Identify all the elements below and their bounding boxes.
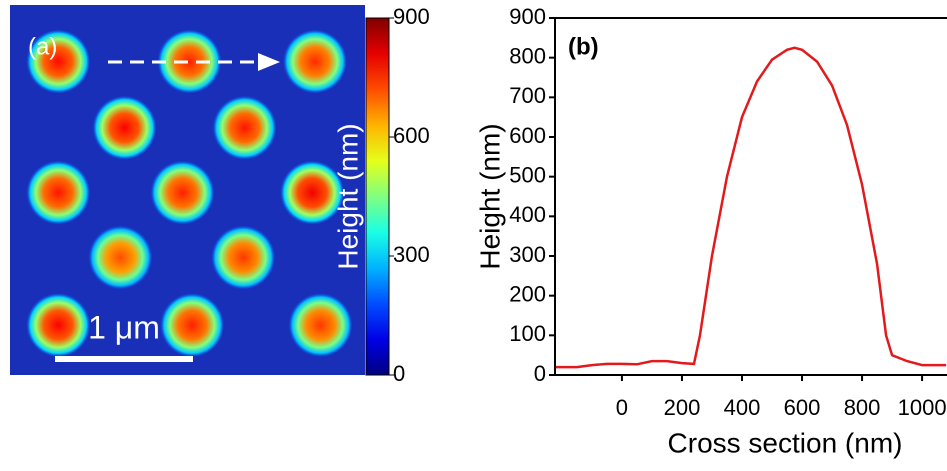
spots [26,29,353,358]
height-spot [150,160,215,225]
y-tick-label: 100 [509,321,546,346]
height-spot [157,29,222,94]
x-tick-label: 1000 [898,395,947,420]
y-tick-label: 500 [509,162,546,187]
x-tick-label: 0 [616,395,628,420]
x-tick-label: 800 [844,395,881,420]
colorbar [365,17,390,376]
height-spot [26,293,91,358]
y-tick-label: 900 [509,4,546,29]
y-tick-label: 800 [509,43,546,68]
colorbar-tick-label: 300 [393,242,430,267]
height-spot [26,29,91,94]
colorbar-tick-label: 600 [393,123,430,148]
x-tick-label: 600 [784,395,821,420]
height-spot [212,95,277,160]
y-tick-label: 400 [509,202,546,227]
scale-bar [55,356,193,362]
panel-label: (a) [28,33,57,60]
height-spot [26,160,91,225]
y-tick-label: 200 [509,281,546,306]
panel-label: (b) [568,33,599,60]
height-spot [280,160,345,225]
colorbar-tick-label: 900 [393,4,430,29]
y-tick-label: 600 [509,123,546,148]
y-tick-label: 300 [509,242,546,267]
colorbar-label: Height (nm) [332,123,363,269]
scale-bar-label: 1 μm [88,309,160,345]
height-spot [92,95,157,160]
height-spot [88,225,153,290]
x-axis-label: Cross section (nm) [668,427,903,458]
colorbar-tick-label: 0 [393,361,405,386]
height-spot [211,225,276,290]
profile-line [555,46,947,369]
height-spot [288,293,353,358]
axes-frame [554,17,947,376]
y-tick-label: 0 [534,361,546,386]
y-tick-label: 700 [509,83,546,108]
scan-arrow [258,53,280,71]
x-tick-label: 400 [724,395,761,420]
y-axis-label: Height (nm) [474,123,505,269]
height-spot [282,29,347,94]
x-tick-label: 200 [664,395,701,420]
height-spot [160,293,225,358]
